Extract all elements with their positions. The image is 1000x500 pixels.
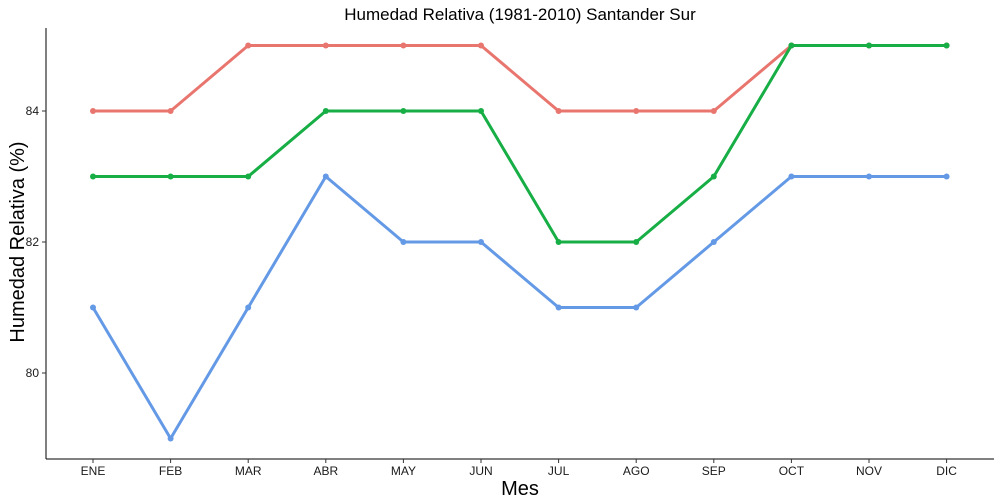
series-line xyxy=(91,175,949,440)
x-tick-label: SEP xyxy=(702,464,726,478)
data-point xyxy=(400,42,407,49)
series-line xyxy=(91,44,949,244)
data-point xyxy=(555,239,562,245)
x-tick-label: DIC xyxy=(936,464,957,478)
data-point xyxy=(322,42,329,49)
x-tick-label: ABR xyxy=(313,464,338,478)
x-tick-label: MAR xyxy=(235,464,262,478)
x-tick-label: NOV xyxy=(856,464,882,478)
data-point xyxy=(167,173,174,180)
x-tick-label: AGO xyxy=(623,464,650,478)
y-tick-label: 84 xyxy=(26,104,40,118)
data-point xyxy=(710,108,717,114)
y-tick-label: 80 xyxy=(26,366,40,380)
data-point xyxy=(710,239,717,245)
data-point xyxy=(478,42,484,49)
data-point xyxy=(322,108,329,114)
y-tick-label: 82 xyxy=(26,235,40,249)
data-point xyxy=(943,42,950,49)
series-line xyxy=(91,44,949,113)
x-axis-title: Mes xyxy=(501,478,539,500)
data-point xyxy=(633,239,640,245)
data-point xyxy=(167,435,174,442)
x-tick-label: JUN xyxy=(469,464,492,478)
x-tick-label: ENE xyxy=(81,464,106,478)
data-point xyxy=(90,173,96,180)
series-1 xyxy=(90,42,950,114)
data-point xyxy=(555,304,562,311)
series-group xyxy=(90,42,950,442)
data-point xyxy=(555,108,562,114)
data-point xyxy=(633,304,640,311)
y-axis-ticks: 80 82 84 xyxy=(26,104,46,380)
data-point xyxy=(478,239,484,245)
series-3 xyxy=(90,173,950,442)
data-point xyxy=(245,42,252,49)
x-axis-ticks: ENE FEB MAR ABR MAY JUN JUL AGO SEP OCT NOV DIC xyxy=(81,459,957,478)
data-point xyxy=(245,304,252,311)
data-point xyxy=(90,108,96,114)
data-point xyxy=(943,173,950,180)
y-axis-title: Humedad Relativa (%) xyxy=(7,141,29,342)
data-point xyxy=(90,304,96,311)
data-point xyxy=(478,108,484,114)
x-tick-label: JUL xyxy=(548,464,570,478)
chart-title: Humedad Relativa (1981-2010) Santander S… xyxy=(344,5,696,24)
data-point xyxy=(245,173,252,180)
data-point xyxy=(788,173,795,180)
x-tick-label: OCT xyxy=(779,464,805,478)
x-tick-label: FEB xyxy=(159,464,182,478)
data-point xyxy=(167,108,174,114)
data-point xyxy=(633,108,640,114)
data-point xyxy=(788,42,795,49)
data-point xyxy=(710,173,717,180)
x-tick-label: MAY xyxy=(391,464,416,478)
data-point xyxy=(400,239,407,245)
data-point xyxy=(866,173,872,180)
data-point xyxy=(322,173,329,180)
data-point xyxy=(866,42,872,49)
data-point xyxy=(400,108,407,114)
series-2 xyxy=(90,42,950,245)
